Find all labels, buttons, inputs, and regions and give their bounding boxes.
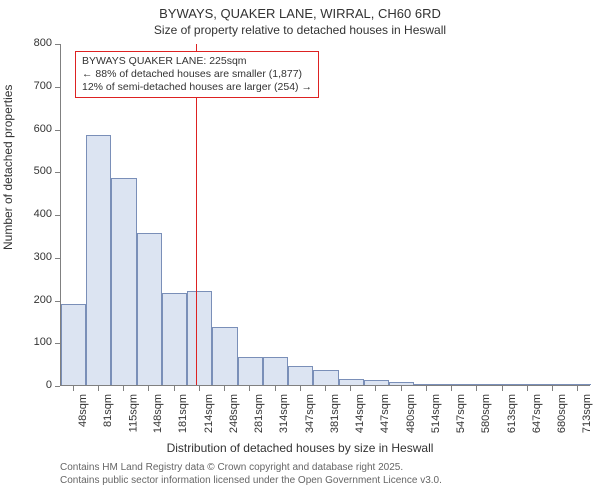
attribution-line: Contains HM Land Registry data © Crown c…	[60, 462, 442, 475]
histogram-bar	[364, 380, 389, 385]
y-tick	[55, 258, 60, 259]
x-tick-label: 214sqm	[203, 394, 215, 433]
x-tick	[325, 386, 326, 391]
x-tick	[148, 386, 149, 391]
x-tick-label: 480sqm	[405, 394, 417, 433]
x-tick	[375, 386, 376, 391]
x-tick	[73, 386, 74, 391]
x-tick-label: 647sqm	[531, 394, 543, 433]
y-tick-label: 100	[34, 336, 52, 348]
histogram-bar	[111, 178, 136, 385]
y-tick-label: 200	[34, 294, 52, 306]
histogram-bar	[313, 370, 338, 385]
histogram-bar	[414, 384, 439, 385]
x-tick-label: 115sqm	[127, 394, 139, 432]
x-tick-label: 447sqm	[379, 394, 391, 433]
x-tick-label: 547sqm	[455, 394, 467, 433]
y-tick-label: 300	[34, 251, 52, 263]
histogram-bar	[187, 291, 212, 385]
y-tick-label: 600	[34, 123, 52, 135]
histogram-bar	[263, 357, 288, 385]
y-axis-label: Number of detached properties	[1, 85, 15, 250]
y-tick-label: 500	[34, 165, 52, 177]
x-tick	[401, 386, 402, 391]
histogram-bar	[137, 233, 162, 385]
x-tick	[98, 386, 99, 391]
histogram-bar	[515, 384, 540, 385]
x-tick	[502, 386, 503, 391]
y-tick	[55, 386, 60, 387]
annotation-line: BYWAYS QUAKER LANE: 225sqm	[82, 55, 312, 68]
annotation-line: 12% of semi-detached houses are larger (…	[82, 81, 312, 94]
y-tick-label: 800	[34, 37, 52, 49]
x-tick-label: 580sqm	[480, 394, 492, 433]
x-tick	[174, 386, 175, 391]
y-tick	[55, 343, 60, 344]
histogram-bar	[238, 357, 263, 385]
x-tick-label: 181sqm	[178, 394, 190, 433]
x-tick	[224, 386, 225, 391]
x-tick-label: 514sqm	[430, 394, 442, 433]
y-tick-label: 0	[46, 379, 52, 391]
y-tick	[55, 215, 60, 216]
histogram-bar	[389, 382, 414, 385]
x-tick-label: 381sqm	[329, 394, 341, 433]
x-tick	[300, 386, 301, 391]
x-tick-label: 347sqm	[304, 394, 316, 433]
y-tick-label: 400	[34, 208, 52, 220]
chart-title: BYWAYS, QUAKER LANE, WIRRAL, CH60 6RD	[0, 6, 600, 21]
y-tick	[55, 44, 60, 45]
x-tick-label: 314sqm	[279, 394, 291, 433]
histogram-bar	[440, 384, 465, 385]
attribution-line: Contains public sector information licen…	[60, 475, 442, 488]
x-tick	[451, 386, 452, 391]
x-tick	[199, 386, 200, 391]
chart-subtitle: Size of property relative to detached ho…	[0, 23, 600, 37]
y-tick	[55, 130, 60, 131]
x-tick	[350, 386, 351, 391]
histogram-bar	[566, 384, 591, 385]
x-tick	[476, 386, 477, 391]
x-tick-label: 248sqm	[228, 394, 240, 433]
histogram-bar	[86, 135, 111, 385]
histogram-bar	[339, 379, 364, 385]
x-tick-label: 148sqm	[152, 394, 164, 433]
chart-container: BYWAYS, QUAKER LANE, WIRRAL, CH60 6RD Si…	[0, 0, 600, 500]
annotation-line: ← 88% of detached houses are smaller (1,…	[82, 68, 312, 81]
annotation-box: BYWAYS QUAKER LANE: 225sqm ← 88% of deta…	[75, 51, 319, 98]
x-tick	[275, 386, 276, 391]
histogram-bar	[61, 304, 86, 385]
x-tick	[527, 386, 528, 391]
histogram-bar	[288, 366, 313, 385]
x-axis-label: Distribution of detached houses by size …	[0, 441, 600, 455]
x-tick-label: 613sqm	[506, 394, 518, 433]
x-tick	[426, 386, 427, 391]
x-tick	[123, 386, 124, 391]
y-tick-label: 700	[34, 80, 52, 92]
histogram-bar	[541, 384, 566, 385]
x-tick-label: 81sqm	[102, 394, 114, 427]
histogram-bar	[490, 384, 515, 385]
histogram-bar	[465, 384, 490, 385]
x-tick-label: 281sqm	[253, 394, 265, 433]
x-tick	[249, 386, 250, 391]
histogram-bar	[212, 327, 237, 385]
x-tick	[552, 386, 553, 391]
y-tick	[55, 172, 60, 173]
y-tick	[55, 87, 60, 88]
histogram-bar	[162, 293, 187, 385]
x-tick-label: 414sqm	[354, 394, 366, 433]
attribution-text: Contains HM Land Registry data © Crown c…	[60, 462, 442, 487]
y-tick	[55, 301, 60, 302]
x-tick-label: 48sqm	[77, 394, 89, 427]
x-tick-label: 680sqm	[556, 394, 568, 433]
x-tick	[577, 386, 578, 391]
x-tick-label: 713sqm	[581, 394, 593, 433]
